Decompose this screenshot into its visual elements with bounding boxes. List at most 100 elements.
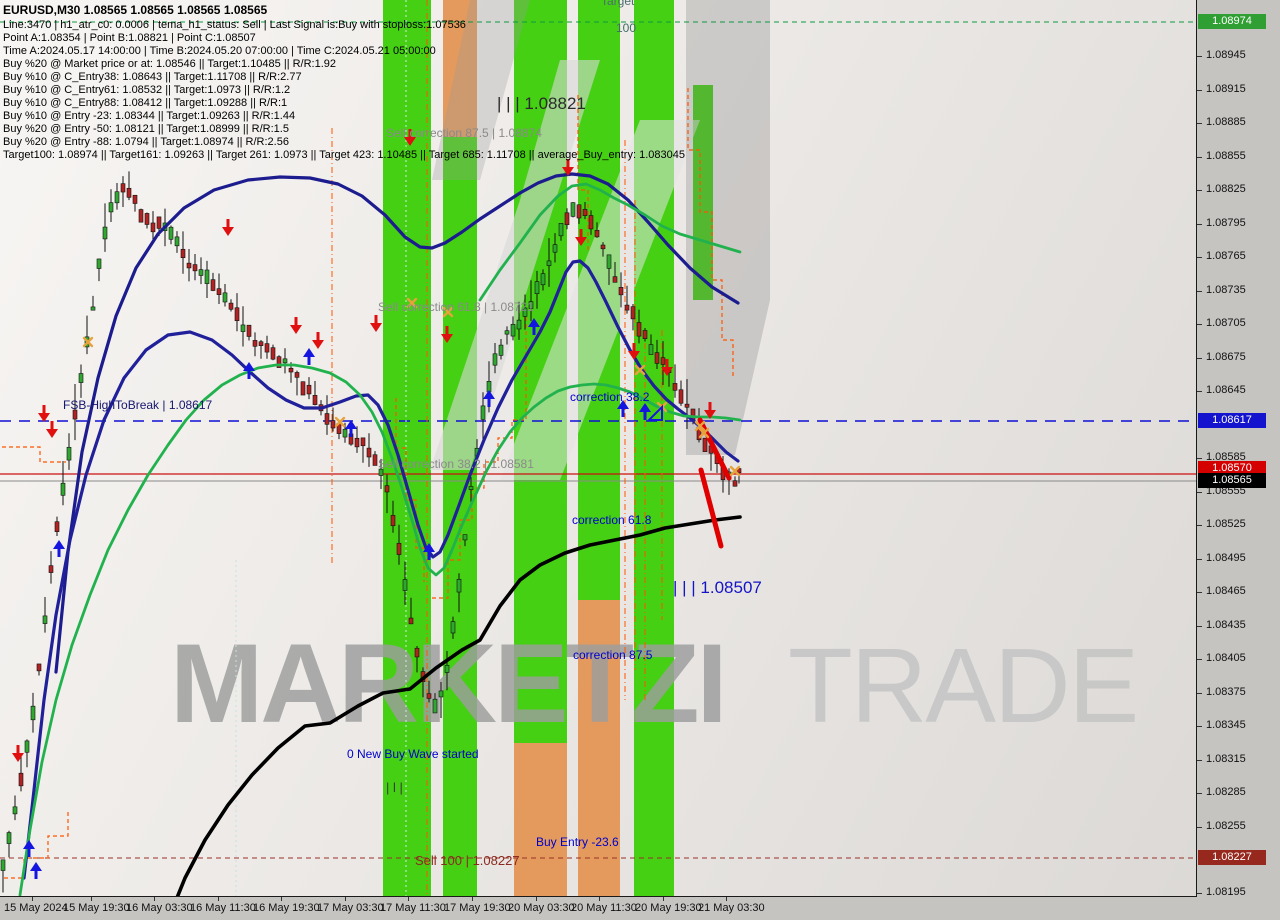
candle-bullish bbox=[198, 269, 204, 276]
price-axis-tick bbox=[1197, 826, 1202, 828]
chart-annotation: correction 87.5 bbox=[573, 648, 653, 662]
buy-arrow-icon bbox=[617, 400, 629, 409]
signal-info-line: Buy %20 @ Entry -50: 1.08121 || Target:1… bbox=[3, 123, 289, 135]
candle-bullish bbox=[108, 202, 114, 213]
sell-arrow-icon bbox=[708, 402, 712, 411]
candle-bullish bbox=[102, 226, 108, 240]
buy-arrow-icon bbox=[639, 403, 651, 412]
candle-bullish bbox=[510, 323, 516, 337]
candle-bearish bbox=[120, 183, 126, 193]
fractal-cross-icon bbox=[698, 427, 710, 439]
chart-annotation: Buy Entry -23.6 bbox=[536, 835, 619, 849]
candle-bullish bbox=[480, 405, 486, 420]
price-axis-tick bbox=[1197, 89, 1202, 91]
ma-navy-slow bbox=[54, 172, 740, 674]
time-axis-label[interactable]: 17 May 03:30 bbox=[317, 902, 384, 914]
sell-arrow-icon bbox=[42, 405, 46, 414]
price-badge: 1.08570 bbox=[1198, 461, 1266, 476]
candle-bearish bbox=[612, 276, 618, 283]
price-axis-label: 1.08765 bbox=[1206, 250, 1246, 262]
sell-arrow-icon bbox=[665, 359, 669, 368]
logo-shape bbox=[686, 0, 770, 455]
candle-bullish bbox=[552, 244, 558, 253]
sell-arrow-icon bbox=[579, 229, 583, 238]
buy-arrow-icon bbox=[427, 551, 431, 560]
price-axis-label: 1.08585 bbox=[1206, 451, 1246, 463]
price-badge: 1.08974 bbox=[1198, 14, 1266, 29]
candle-bearish bbox=[234, 307, 240, 322]
time-axis-label[interactable]: 20 May 19:30 bbox=[635, 902, 702, 914]
candle-bullish bbox=[444, 665, 450, 673]
candle-bearish bbox=[684, 403, 690, 408]
candle-bearish bbox=[390, 515, 396, 527]
candle-bullish bbox=[528, 301, 534, 309]
chart-symbol-title: EURUSD,M30 1.08565 1.08565 1.08565 1.085… bbox=[3, 3, 268, 17]
fractal-cross-icon bbox=[442, 306, 454, 318]
time-axis-label[interactable]: 15 May 19:30 bbox=[63, 902, 130, 914]
watermark-trade: TRADE bbox=[788, 627, 1137, 745]
price-axis-tick bbox=[1197, 759, 1202, 761]
signal-band bbox=[693, 85, 713, 300]
signal-band bbox=[578, 600, 620, 896]
price-axis-tick bbox=[1197, 658, 1202, 660]
candle-bearish bbox=[300, 381, 306, 396]
price-axis[interactable]: 1.08945 1.08915 1.08885 1.08855 1.08825 1.087… bbox=[1197, 0, 1280, 898]
candle-bullish bbox=[96, 258, 102, 269]
candle-bearish bbox=[294, 372, 300, 378]
candle-bullish bbox=[462, 534, 468, 541]
candle-bearish bbox=[48, 565, 54, 573]
price-axis-tick bbox=[1197, 457, 1202, 459]
price-axis-label: 1.08945 bbox=[1206, 49, 1246, 61]
time-axis-label[interactable]: 16 May 03:30 bbox=[126, 902, 193, 914]
candle-bullish bbox=[282, 358, 288, 364]
time-axis-label[interactable]: 15 May 2024 bbox=[4, 902, 68, 914]
buy-arrow-icon bbox=[528, 318, 540, 327]
time-axis-label[interactable]: 17 May 19:30 bbox=[444, 902, 511, 914]
buy-arrow-icon bbox=[27, 848, 31, 857]
price-axis-tick bbox=[1197, 558, 1202, 560]
candle-bullish bbox=[504, 330, 510, 335]
price-badge: 1.08565 bbox=[1198, 473, 1266, 488]
candle-bearish bbox=[228, 302, 234, 310]
signal-info-line: Buy %20 @ Entry -88: 1.0794 || Target:1.… bbox=[3, 136, 289, 148]
candle-bearish bbox=[672, 383, 678, 391]
candle-bullish bbox=[438, 690, 444, 698]
time-axis-label[interactable]: 16 May 19:30 bbox=[253, 902, 320, 914]
price-axis-tick bbox=[1197, 122, 1202, 124]
fractal-cross-icon bbox=[82, 336, 94, 348]
sell-arrow-icon bbox=[222, 227, 234, 236]
time-axis-tick bbox=[536, 897, 537, 901]
sell-arrow-icon bbox=[294, 317, 298, 326]
sell-arrow-icon bbox=[445, 326, 449, 335]
price-axis-label: 1.08495 bbox=[1206, 552, 1246, 564]
candle-bearish bbox=[660, 357, 666, 365]
time-axis-label[interactable]: 16 May 11:30 bbox=[190, 902, 256, 914]
time-axis[interactable]: 15 May 2024 15 May 19:30 16 May 03:30 16 Ma… bbox=[0, 897, 1280, 920]
candle-bullish bbox=[534, 281, 540, 294]
time-axis-label[interactable]: 17 May 11:30 bbox=[380, 902, 446, 914]
time-axis-label[interactable]: 20 May 11:30 bbox=[571, 902, 637, 914]
price-axis-label: 1.08915 bbox=[1206, 83, 1246, 95]
price-axis-label: 1.08315 bbox=[1206, 753, 1246, 765]
chart-annotation: correction 61.8 bbox=[572, 513, 652, 527]
time-axis-tick bbox=[218, 897, 219, 901]
time-axis-label[interactable]: 20 May 03:30 bbox=[508, 902, 575, 914]
price-axis-label: 1.08405 bbox=[1206, 652, 1246, 664]
sell-arrow-icon bbox=[404, 137, 416, 146]
candle-bearish bbox=[366, 447, 372, 458]
signal-info-line: Line:3470 | h1_atr_c0: 0.0006 | tema_h1_… bbox=[3, 19, 466, 31]
candle-bearish bbox=[132, 194, 138, 204]
time-axis-label[interactable]: 21 May 03:30 bbox=[698, 902, 765, 914]
price-axis-tick bbox=[1197, 491, 1202, 493]
signal-info-line: Time A:2024.05.17 14:00:00 | Time B:2024… bbox=[3, 45, 436, 57]
candle-bullish bbox=[378, 468, 384, 476]
price-axis-tick bbox=[1197, 256, 1202, 258]
candle-bearish bbox=[588, 215, 594, 230]
price-axis-label: 1.08285 bbox=[1206, 786, 1246, 798]
chart-canvas: MARKETZI TRADE bbox=[0, 0, 1196, 896]
price-axis-tick bbox=[1197, 323, 1202, 325]
candle-bearish bbox=[306, 384, 312, 395]
price-chart-area[interactable]: MARKETZI TRADE EURUSD,M30 1.08565 1.08565… bbox=[0, 0, 1197, 897]
buy-arrow-icon bbox=[349, 428, 353, 437]
price-axis-label: 1.08255 bbox=[1206, 820, 1246, 832]
